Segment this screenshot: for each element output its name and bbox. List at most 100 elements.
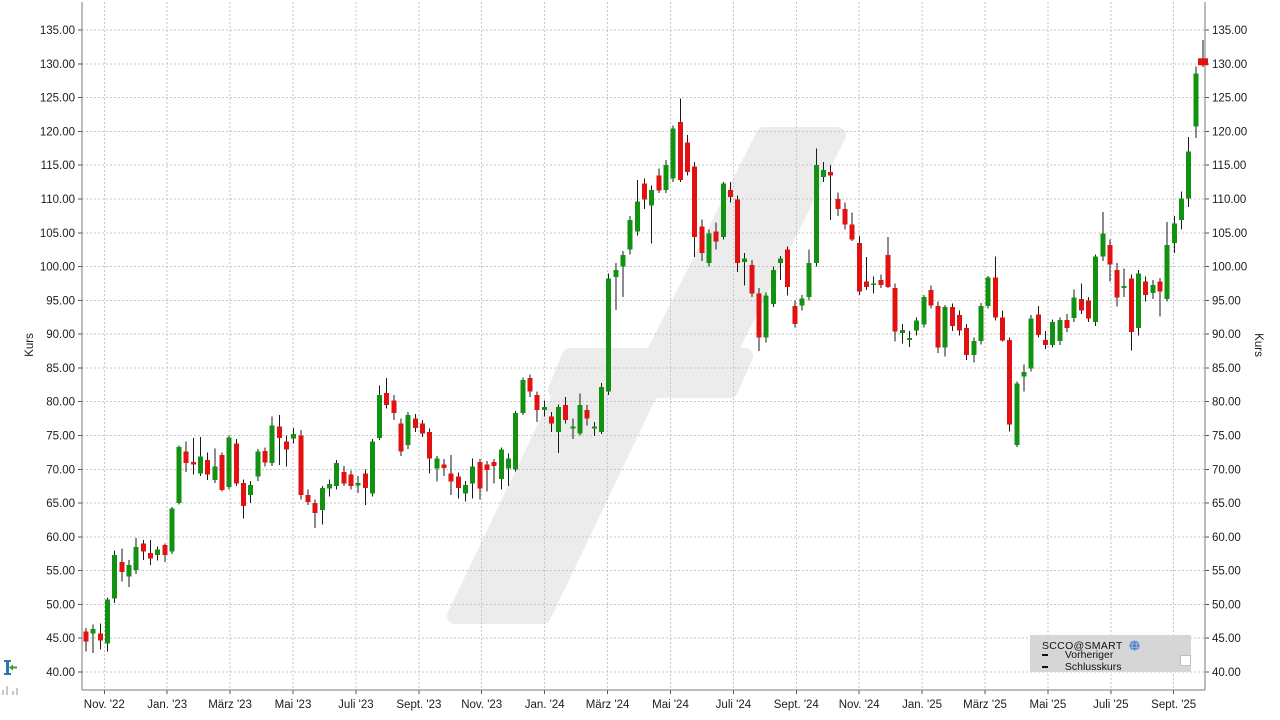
candle-down	[219, 455, 225, 491]
candle-up	[1136, 273, 1142, 328]
y-tick-label-left: 120.00	[40, 126, 75, 138]
price-marker-tool-icon[interactable]	[2, 660, 18, 681]
legend-box[interactable]: SCCO@SMART Vorheriger Schlusskurs	[1030, 635, 1191, 673]
candle-down	[642, 183, 647, 200]
legend-series-row[interactable]: Vorheriger Schlusskurs	[1042, 649, 1191, 673]
candle-up	[405, 415, 411, 445]
candle-down	[312, 503, 318, 514]
candle-up	[1028, 318, 1034, 369]
candle-up	[763, 295, 769, 338]
candle-up	[226, 437, 232, 487]
candle-down	[233, 443, 239, 484]
legend-symbol-row[interactable]: SCCO@SMART	[1042, 638, 1191, 653]
candle-down	[1000, 317, 1005, 341]
candle-down	[276, 426, 282, 439]
y-tick-label-right: 115.00	[1212, 160, 1246, 172]
candle-up	[985, 277, 991, 306]
candle-up	[1100, 233, 1106, 257]
candle-down	[1035, 314, 1041, 335]
candle-up	[126, 565, 132, 577]
y-tick-label-left: 45.00	[46, 633, 75, 645]
candle-down	[1114, 270, 1120, 298]
candle-up	[799, 298, 805, 306]
y-tick-label-right: 55.00	[1212, 566, 1241, 578]
candle-up	[720, 183, 726, 237]
dashed-line-sample	[1042, 649, 1059, 673]
y-tick-label-left: 130.00	[40, 59, 75, 71]
candle-up	[112, 555, 118, 599]
grid-layer	[82, 2, 1205, 690]
axis-labels: Nov. '22 Jan. '23 März '23 Mai '23 Juli '23 S…	[40, 25, 1247, 711]
candle-down	[83, 631, 89, 642]
x-tick-label: Jan. '23	[147, 699, 187, 711]
candle-down	[677, 122, 683, 181]
candle-down	[1043, 340, 1048, 345]
candle-down	[455, 476, 461, 489]
candle-up	[212, 466, 218, 481]
y-tick-label-right: 70.00	[1212, 464, 1241, 476]
candle-up	[105, 599, 110, 644]
x-tick-label: März '24	[586, 699, 630, 711]
candle-down	[140, 543, 146, 552]
candle-down	[1007, 340, 1013, 425]
candle-down	[1078, 299, 1084, 311]
y-tick-label-right: 95.00	[1212, 295, 1241, 307]
candle-up	[1179, 198, 1184, 220]
y-tick-label-left: 65.00	[46, 498, 75, 510]
chart-plot-area[interactable]	[82, 2, 1205, 690]
legend-series-label: Vorheriger Schlusskurs	[1064, 648, 1122, 673]
candle-down	[398, 423, 404, 452]
candle-up	[778, 258, 783, 264]
y-tick-label-right: 125.00	[1212, 93, 1247, 105]
candle-down	[785, 249, 791, 287]
series-checkbox[interactable]	[1180, 655, 1191, 666]
candle-up	[513, 413, 519, 470]
candle-up	[971, 340, 977, 356]
candle-up	[255, 451, 261, 477]
candle-up	[248, 484, 254, 495]
candle-up	[369, 441, 375, 494]
candle-up	[1021, 372, 1027, 377]
y-tick-label-left: 80.00	[46, 397, 75, 409]
candle-down	[685, 142, 690, 172]
candle-up	[133, 547, 139, 570]
candle-up	[599, 386, 604, 433]
candle-down	[792, 305, 798, 324]
candle-down	[692, 166, 698, 237]
candle-down	[964, 328, 970, 356]
y-tick-label-left: 50.00	[46, 599, 75, 611]
y-tick-label-right: 45.00	[1212, 633, 1241, 645]
candle-down	[957, 315, 963, 331]
candle-up	[470, 466, 476, 484]
candle-up	[319, 488, 325, 510]
y-tick-label-right: 40.00	[1212, 667, 1241, 679]
candle-up	[1164, 245, 1170, 300]
candle-down	[885, 255, 891, 287]
candle-down	[190, 461, 196, 465]
candle-down	[448, 473, 454, 482]
y-axis-title-right: Kurs	[1252, 333, 1264, 357]
candle-up	[291, 434, 297, 439]
y-tick-label-right: 100.00	[1212, 262, 1247, 274]
candle-down	[341, 472, 347, 484]
candle-up	[169, 508, 175, 552]
candle-down	[262, 451, 268, 463]
y-tick-label-right: 85.00	[1212, 363, 1241, 375]
candle-up	[914, 320, 920, 331]
candle-up	[90, 628, 96, 634]
x-tick-label: Jan. '25	[902, 699, 942, 711]
candle-up	[613, 270, 619, 277]
candle-down	[162, 545, 168, 556]
y-tick-label-left: 105.00	[40, 228, 75, 240]
candle-up	[871, 283, 877, 286]
candle-up	[155, 549, 161, 556]
candle-up	[921, 297, 927, 325]
candle-down	[727, 190, 733, 197]
candle-down	[892, 288, 898, 332]
x-tick-label: Juli '23	[338, 699, 373, 711]
mini-bar-chart-icon[interactable]	[2, 682, 20, 700]
candle-down	[756, 293, 762, 338]
candle-up	[541, 407, 547, 410]
candle-down	[183, 451, 189, 464]
